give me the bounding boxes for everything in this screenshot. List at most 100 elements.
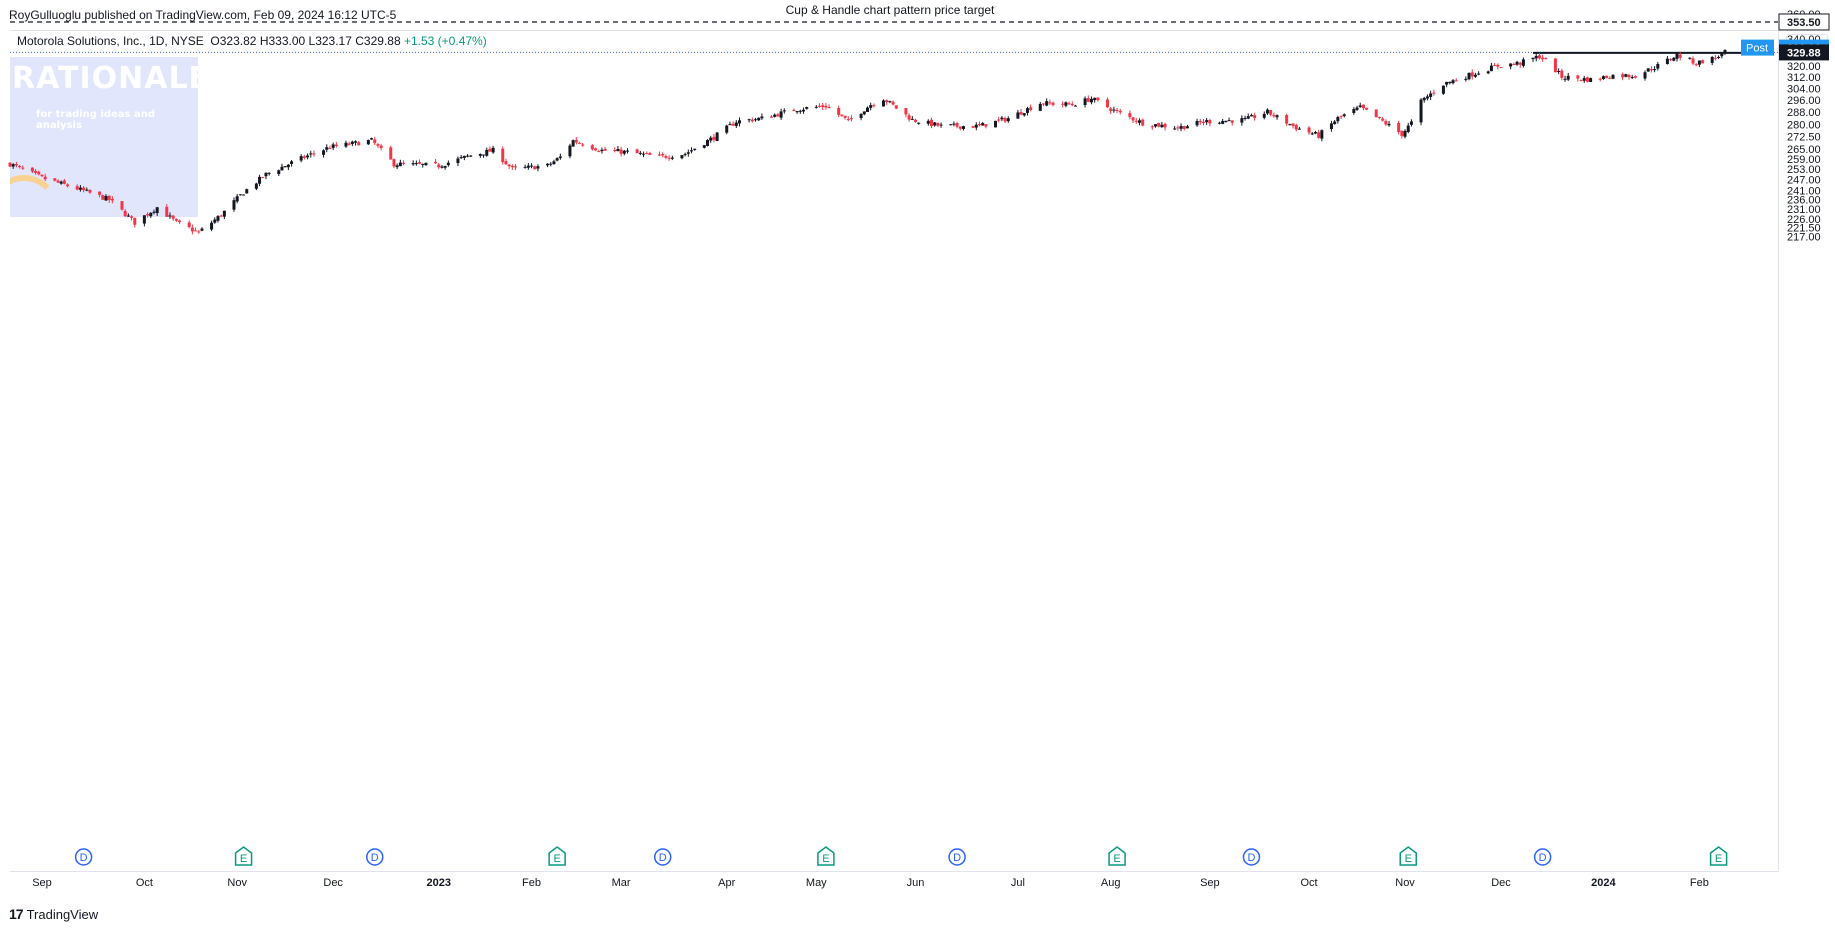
dividend-marker-icon[interactable]: D	[653, 848, 672, 866]
time-tick-label: Nov	[227, 877, 247, 889]
dividend-marker-icon[interactable]: D	[1242, 848, 1261, 866]
post-label: Post	[1746, 43, 1768, 55]
candle-body	[1579, 79, 1583, 81]
candle-body	[1409, 121, 1413, 125]
candle-body	[190, 227, 194, 232]
candle-body	[1672, 57, 1676, 61]
candle-body	[872, 105, 876, 107]
candle-body	[993, 120, 997, 128]
candle-body	[1717, 56, 1721, 58]
time-tick-label: Mar	[612, 877, 631, 889]
candle-body	[1675, 53, 1679, 59]
chart-frame	[10, 30, 1779, 872]
candle-body	[1342, 114, 1346, 117]
dividend-marker-icon[interactable]: D	[1533, 848, 1552, 866]
candle-body	[11, 164, 15, 167]
candle-body	[929, 119, 933, 126]
candle-body	[219, 215, 223, 217]
candle-body	[1067, 103, 1071, 105]
candle-body	[1649, 69, 1653, 71]
candle-body	[549, 163, 553, 165]
time-tick-label: 2023	[427, 877, 451, 889]
candle-body	[750, 119, 754, 122]
earnings-letter: E	[1113, 853, 1120, 865]
candle-body	[757, 117, 761, 121]
time-tick-label: Feb	[522, 877, 541, 889]
price-tick-label: 280.00	[1787, 120, 1821, 132]
candle-body	[1633, 76, 1637, 78]
candle-body	[1665, 58, 1669, 65]
dividend-letter: D	[371, 852, 379, 864]
candle-body	[174, 218, 178, 221]
candle-body	[379, 145, 383, 149]
earnings-marker-icon[interactable]: E	[1709, 846, 1728, 866]
candle-body	[881, 100, 885, 107]
legend-open: O323.82	[210, 34, 257, 48]
candle-body	[1086, 98, 1090, 102]
candle-body	[1185, 126, 1189, 129]
candle-body	[1669, 59, 1673, 61]
candle-body	[600, 149, 604, 152]
earnings-letter: E	[1405, 853, 1412, 865]
candle-body	[798, 110, 802, 112]
earnings-marker-icon[interactable]: E	[548, 846, 566, 866]
candle-body	[1493, 65, 1497, 67]
earnings-marker-icon[interactable]: E	[1399, 846, 1417, 866]
earnings-marker-icon[interactable]: E	[817, 846, 835, 866]
candle-body	[971, 126, 975, 128]
dividend-marker-icon[interactable]: D	[74, 848, 93, 866]
candle-body	[370, 138, 374, 140]
candle-body	[754, 119, 758, 121]
candle-body	[1534, 55, 1538, 59]
candle-body	[514, 166, 518, 168]
candle-body	[392, 159, 396, 167]
candle-body	[1016, 112, 1020, 119]
candle-body	[261, 177, 265, 179]
candle-body	[469, 155, 473, 157]
candle-body	[1448, 81, 1452, 84]
time-tick-label: Dec	[1491, 877, 1511, 889]
candle-body	[216, 216, 220, 221]
candle-body	[1112, 109, 1116, 111]
candle-body	[155, 207, 159, 214]
dividend-marker-icon[interactable]: D	[366, 848, 384, 866]
candle-body	[1093, 97, 1097, 101]
candle-body	[1227, 120, 1231, 122]
symbol-name[interactable]: Motorola Solutions, Inc., 1D, NYSE	[17, 34, 204, 48]
dividend-circle	[948, 848, 966, 866]
candle-body	[59, 181, 63, 184]
candle-body	[558, 156, 562, 159]
price-tick-label: 304.00	[1787, 83, 1821, 95]
candle-body	[376, 144, 380, 146]
dividend-marker-icon[interactable]: D	[948, 848, 966, 866]
tradingview-footer[interactable]: 17 TradingView	[9, 906, 98, 922]
candle-body	[1352, 108, 1356, 114]
candle-body	[1336, 117, 1340, 122]
candle-body	[1160, 124, 1164, 128]
candle-body	[1627, 74, 1631, 78]
candle-body	[664, 156, 668, 158]
candle-body	[1291, 123, 1295, 126]
candle-body	[146, 214, 150, 216]
time-tick-label: Jul	[1011, 877, 1025, 889]
candle-body	[258, 176, 262, 184]
candle-body	[974, 124, 978, 128]
candle-body	[1141, 119, 1145, 126]
earnings-marker-icon[interactable]: E	[1108, 846, 1126, 866]
candle-body	[152, 211, 156, 213]
earnings-marker-icon[interactable]: E	[234, 846, 253, 866]
time-tick-label: 2024	[1591, 877, 1616, 889]
price-tag-box	[1778, 13, 1830, 31]
candle-body	[306, 155, 310, 158]
candle-body	[1208, 120, 1212, 124]
candle-body	[939, 124, 943, 126]
symbol-legend[interactable]: Motorola Solutions, Inc., 1D, NYSE O323.…	[17, 34, 487, 48]
candle-body	[424, 162, 428, 166]
candle-body	[1598, 78, 1602, 80]
candle-body	[1713, 57, 1717, 59]
candle-body	[488, 148, 492, 152]
candle-body	[984, 124, 988, 127]
time-tick-label: Feb	[1690, 877, 1709, 889]
candle-body	[402, 162, 406, 164]
